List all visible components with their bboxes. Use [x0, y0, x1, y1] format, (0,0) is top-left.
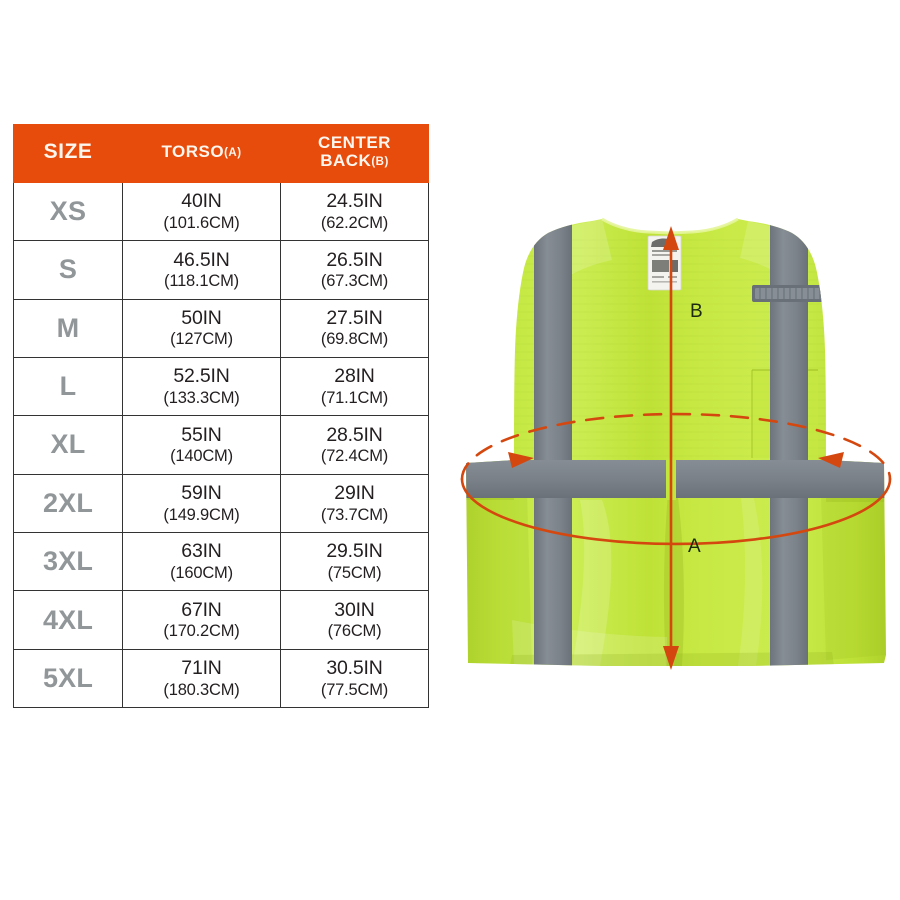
measurement-annotations: B A: [460, 226, 892, 670]
center-back-value-cell: 27.5IN (69.8CM): [280, 298, 429, 358]
size-label-s: S: [13, 240, 123, 300]
torso-centimeters: (160CM): [170, 563, 233, 582]
torso-value-cell: 67IN (170.2CM): [122, 590, 281, 650]
column-header-torso: TORSO(A): [122, 124, 281, 183]
table-header-row: SIZE TORSO(A) CENTER BACK(B): [13, 124, 429, 183]
torso-inches: 55IN: [181, 423, 222, 446]
center-back-inches: 30IN: [334, 598, 375, 621]
column-header-center-back-sup: (B): [371, 156, 389, 169]
torso-value-cell: 40IN (101.6CM): [122, 181, 281, 242]
torso-inches: 59IN: [181, 482, 222, 505]
size-label-4xl: 4XL: [13, 590, 123, 650]
torso-value-cell: 46.5IN (118.1CM): [122, 240, 281, 300]
torso-centimeters: (140CM): [170, 447, 233, 466]
center-back-value-cell: 28.5IN (72.4CM): [280, 415, 429, 475]
center-back-value-cell: 29.5IN (75CM): [280, 532, 429, 592]
torso-value-cell: 71IN (180.3CM): [122, 648, 281, 709]
table-row: S 46.5IN (118.1CM) 26.5IN (67.3CM): [13, 240, 429, 300]
torso-inches: 52.5IN: [173, 365, 230, 388]
left-vertical-reflective-stripe: [534, 222, 572, 666]
center-back-inches: 24.5IN: [326, 190, 383, 213]
torso-centimeters: (118.1CM): [164, 271, 239, 290]
center-back-value-cell: 30.5IN (77.5CM): [280, 648, 429, 709]
center-back-arrow-head-top: [663, 226, 679, 250]
torso-centimeters: (127CM): [170, 330, 233, 349]
center-back-inches: 27.5IN: [326, 306, 383, 329]
table-row: XL 55IN (140CM) 28.5IN (72.4CM): [13, 415, 429, 475]
center-back-centimeters: (72.4CM): [320, 447, 389, 466]
column-header-center-back-line1: CENTER: [318, 133, 391, 152]
measurement-label-a: A: [688, 536, 701, 557]
center-back-centimeters: (69.8CM): [320, 330, 389, 349]
center-back-inches: 28IN: [334, 365, 375, 388]
torso-value-cell: 55IN (140CM): [122, 415, 281, 475]
torso-value-cell: 52.5IN (133.3CM): [122, 356, 281, 417]
center-back-centimeters: (71.1CM): [320, 388, 389, 407]
center-back-centimeters: (73.7CM): [320, 505, 389, 524]
table-row: 5XL 71IN (180.3CM) 30.5IN (77.5CM): [13, 648, 429, 709]
size-label-3xl: 3XL: [13, 532, 123, 592]
table-body: XS 40IN (101.6CM) 24.5IN (62.2CM) S 46.5IN (118…: [13, 181, 429, 709]
center-back-value-cell: 24.5IN (62.2CM): [280, 181, 429, 242]
torso-inches: 63IN: [181, 540, 222, 563]
torso-arrow-left: [508, 452, 534, 468]
torso-inches: 40IN: [181, 190, 222, 213]
vest-illustration: B A: [452, 200, 900, 690]
center-back-value-cell: 26.5IN (67.3CM): [280, 240, 429, 300]
center-back-centimeters: (75CM): [327, 563, 382, 582]
torso-arrow-right: [818, 452, 844, 468]
torso-inches: 71IN: [181, 657, 222, 680]
column-header-center-back: CENTER BACK(B): [280, 124, 429, 183]
center-back-centimeters: (62.2CM): [320, 213, 389, 232]
size-label-xl: XL: [13, 415, 123, 475]
torso-ellipse-solid-front: [460, 477, 892, 546]
center-back-centimeters: (76CM): [327, 622, 382, 641]
measurement-label-b: B: [690, 301, 703, 322]
torso-value-cell: 50IN (127CM): [122, 298, 281, 358]
center-back-centimeters: (67.3CM): [320, 271, 389, 290]
torso-value-cell: 59IN (149.9CM): [122, 473, 281, 534]
table-row: 2XL 59IN (149.9CM) 29IN (73.7CM): [13, 473, 429, 534]
column-header-torso-sup: (A): [224, 147, 242, 160]
center-back-value-cell: 29IN (73.7CM): [280, 473, 429, 534]
shoulder-loop-tab: [752, 285, 828, 302]
center-back-inches: 26.5IN: [326, 248, 383, 271]
table-row: M 50IN (127CM) 27.5IN (69.8CM): [13, 298, 429, 358]
torso-value-cell: 63IN (160CM): [122, 532, 281, 592]
torso-centimeters: (170.2CM): [163, 622, 240, 641]
torso-ellipse-dashed-back: [460, 412, 892, 481]
torso-inches: 50IN: [181, 306, 222, 329]
column-header-torso-label: TORSO: [161, 142, 225, 162]
torso-centimeters: (101.6CM): [163, 213, 240, 232]
vest-body: [466, 219, 886, 666]
table-row: L 52.5IN (133.3CM) 28IN (71.1CM): [13, 356, 429, 417]
size-label-2xl: 2XL: [13, 473, 123, 534]
center-back-arrow-head-bottom: [663, 646, 679, 670]
torso-inches: 67IN: [181, 598, 222, 621]
torso-centimeters: (180.3CM): [163, 680, 240, 699]
table-row: 3XL 63IN (160CM) 29.5IN (75CM): [13, 532, 429, 592]
size-label-5xl: 5XL: [13, 648, 123, 709]
center-back-inches: 29IN: [334, 482, 375, 505]
size-chart-table: SIZE TORSO(A) CENTER BACK(B) XS 40IN (101.…: [13, 124, 429, 709]
center-back-value-cell: 28IN (71.1CM): [280, 356, 429, 417]
column-header-size: SIZE: [13, 124, 123, 183]
table-row: XS 40IN (101.6CM) 24.5IN (62.2CM): [13, 181, 429, 242]
size-label-xs: XS: [13, 181, 123, 242]
center-back-inches: 28.5IN: [326, 423, 383, 446]
torso-centimeters: (149.9CM): [163, 505, 240, 524]
center-back-inches: 30.5IN: [326, 657, 383, 680]
column-header-size-label: SIZE: [43, 140, 93, 164]
center-back-inches: 29.5IN: [326, 540, 383, 563]
torso-centimeters: (133.3CM): [163, 388, 240, 407]
column-header-center-back-line2: BACK: [320, 151, 372, 171]
size-label-l: L: [13, 356, 123, 417]
center-back-value-cell: 30IN (76CM): [280, 590, 429, 650]
table-row: 4XL 67IN (170.2CM) 30IN (76CM): [13, 590, 429, 650]
size-label-m: M: [13, 298, 123, 358]
table-header: SIZE TORSO(A) CENTER BACK(B): [13, 124, 429, 183]
center-back-centimeters: (77.5CM): [320, 680, 389, 699]
torso-inches: 46.5IN: [173, 248, 230, 271]
